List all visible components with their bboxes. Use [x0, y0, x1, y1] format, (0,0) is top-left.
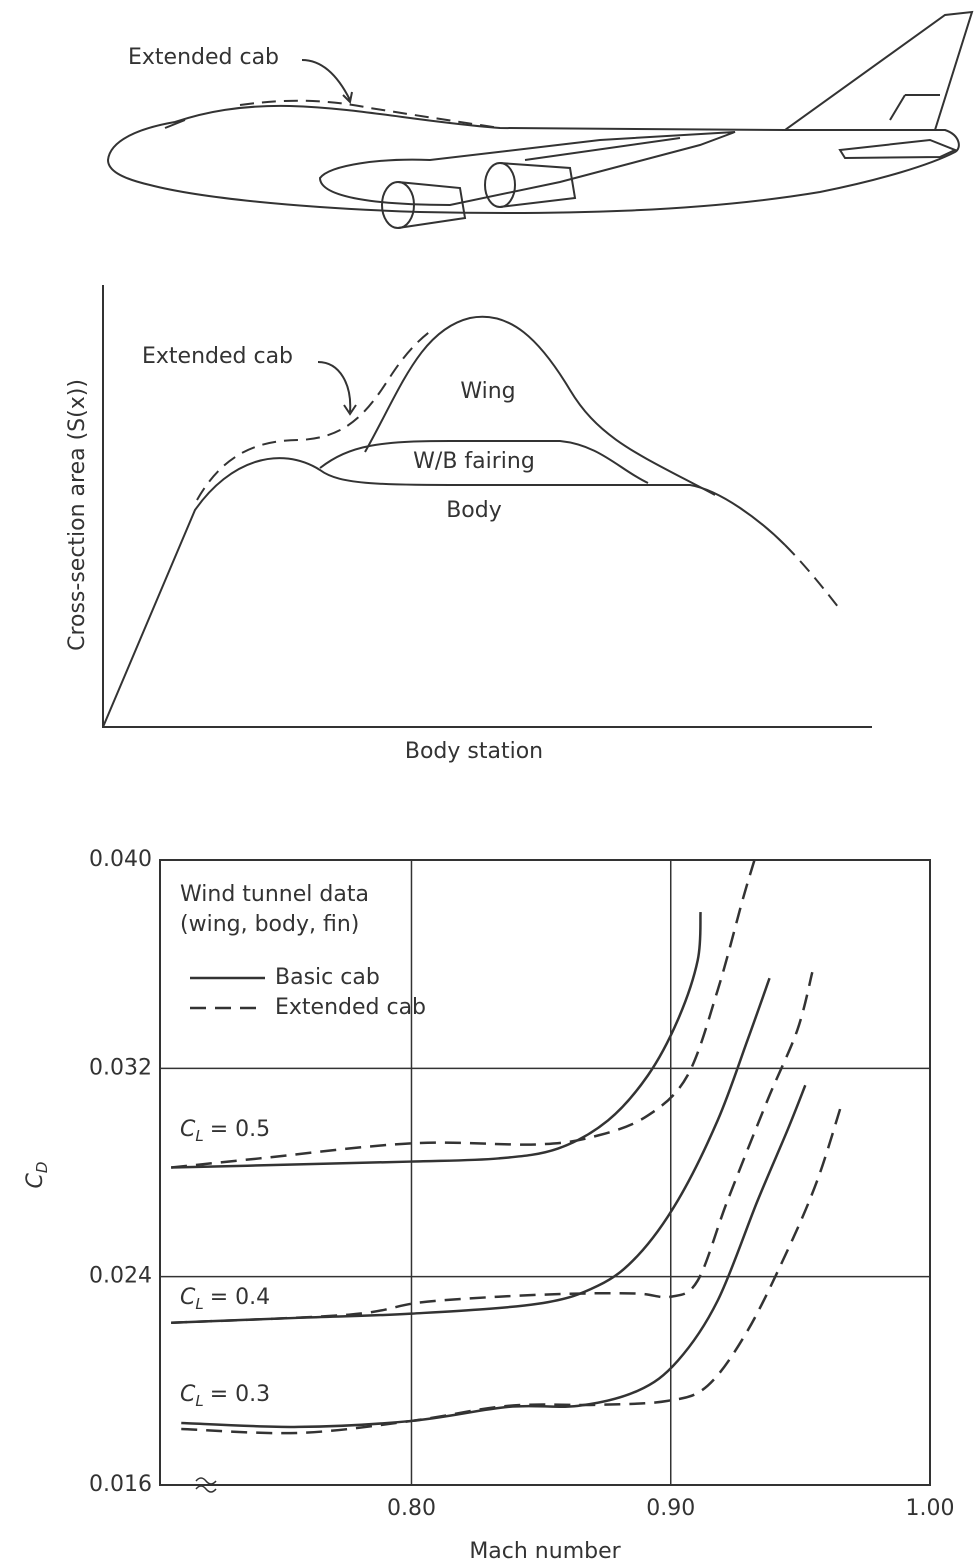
curve — [181, 1084, 807, 1429]
axis-break — [195, 1477, 217, 1493]
y-tick-label: 0.040 — [89, 847, 152, 872]
plot-frame — [159, 859, 931, 1486]
curve-label-subscript: L — [195, 1127, 203, 1145]
y-axis-subscript: D — [33, 1162, 51, 1174]
y-tick-label: 0.032 — [89, 1055, 152, 1080]
pointer-arrow — [301, 59, 353, 105]
curve-label-value: = 0.5 — [210, 1117, 270, 1142]
x-axis-label: Body station — [405, 739, 543, 764]
x-tick-label: 0.90 — [646, 1496, 695, 1521]
curve-label-symbol: C — [180, 1285, 196, 1310]
curve-label: CL = 0.3 — [180, 1382, 270, 1410]
region-label: Wing — [460, 379, 515, 404]
y-axis-label: CD — [23, 1162, 51, 1189]
fairing-curve — [319, 440, 649, 484]
wing — [318, 131, 736, 207]
curve-label-subscript: L — [195, 1392, 203, 1410]
curve-label-value: = 0.4 — [210, 1285, 270, 1310]
pointer-arrow — [317, 361, 357, 416]
curve-label-symbol: C — [180, 1117, 196, 1142]
engine — [484, 162, 516, 208]
body-curve — [102, 457, 786, 728]
y-tick-label: 0.016 — [89, 1472, 152, 1497]
engine — [499, 162, 577, 208]
cockpit — [164, 119, 186, 129]
legend-label: Extended cab — [275, 995, 426, 1020]
curve — [171, 912, 702, 1169]
wing-detail — [524, 137, 681, 161]
curve-label-value: = 0.3 — [210, 1382, 270, 1407]
area-diagram: Extended cab Wing W/B fairing Body Body … — [65, 285, 872, 764]
curve — [171, 977, 771, 1325]
body-tail-curve — [784, 544, 843, 613]
fuselage — [106, 104, 960, 214]
curve-label-symbol: C — [180, 1382, 196, 1407]
stabilizer — [838, 138, 958, 160]
region-label: W/B fairing — [413, 449, 535, 474]
x-tick-label: 0.80 — [387, 1496, 436, 1521]
curve — [171, 971, 814, 1325]
curve-label: CL = 0.4 — [180, 1285, 270, 1313]
drag-chart: Mach number CD Wind tunnel data (wing, b… — [23, 847, 954, 1564]
y-axis-label: Cross-section area (S(x)) — [65, 379, 90, 651]
x-tick-label: 1.00 — [906, 1496, 955, 1521]
region-label: Body — [446, 498, 502, 523]
curve — [181, 1108, 842, 1435]
engine — [397, 181, 467, 229]
annotation: Extended cab — [142, 344, 293, 369]
curve — [171, 859, 756, 1169]
annotation: (wing, body, fin) — [180, 912, 359, 937]
aircraft: Extended cab — [106, 10, 974, 229]
extended-cab-outline — [239, 99, 501, 129]
tail-fin-detail — [889, 94, 940, 121]
curve-label: CL = 0.5 — [180, 1117, 270, 1145]
legend-label: Basic cab — [275, 965, 380, 990]
curve-label-subscript: L — [195, 1295, 203, 1313]
annotation: Wind tunnel data — [180, 882, 369, 907]
y-axis-symbol: C — [23, 1172, 48, 1188]
extended-cab-curve — [196, 329, 433, 501]
wing-curve — [364, 315, 716, 496]
annotation: Extended cab — [128, 45, 279, 70]
y-tick-label: 0.024 — [89, 1264, 152, 1289]
x-axis-label: Mach number — [469, 1539, 621, 1564]
tail-fin — [784, 10, 974, 131]
